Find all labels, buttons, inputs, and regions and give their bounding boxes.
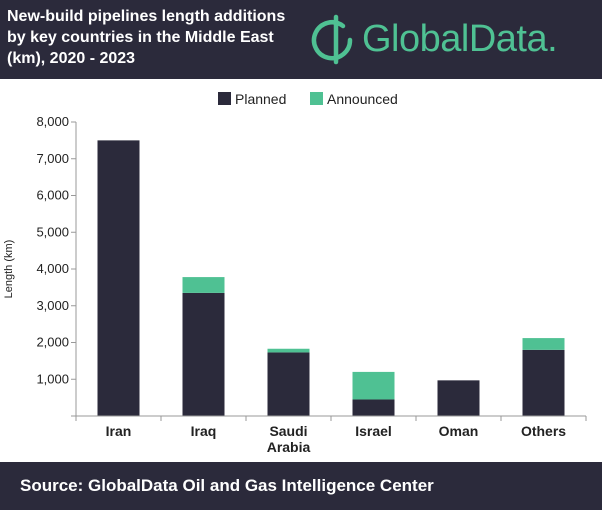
bar-planned-others xyxy=(522,349,565,416)
y-tick-label: 2,000 xyxy=(36,335,69,350)
legend-label-announced: Announced xyxy=(327,91,398,107)
x-tick-label: Oman xyxy=(439,423,479,439)
globaldata-logo: GlobalData. xyxy=(310,12,595,70)
bar-planned-iran xyxy=(97,140,140,416)
y-tick-label: 7,000 xyxy=(36,151,69,166)
legend-label-planned: Planned xyxy=(235,91,286,107)
bar-planned-israel xyxy=(352,399,395,416)
chart-legend: Planned Announced xyxy=(218,91,398,107)
y-tick-label: 1,000 xyxy=(36,371,69,386)
bar-planned-saudi-arabia xyxy=(267,352,310,416)
y-axis-title: Length (km) xyxy=(3,240,15,299)
chart-title: New-build pipelines length additions by … xyxy=(7,6,307,69)
y-tick-label: 5,000 xyxy=(36,224,69,239)
x-tick-label: Israel xyxy=(355,423,392,439)
bar-announced-iraq xyxy=(182,277,225,293)
globaldata-logo-text: GlobalData. xyxy=(362,18,558,60)
x-tick-label: Arabia xyxy=(267,439,311,455)
bar-announced-saudi-arabia xyxy=(267,348,310,353)
x-tick-label: Iraq xyxy=(191,423,217,439)
x-tick-label: Others xyxy=(521,423,566,439)
x-tick-label: Iran xyxy=(106,423,132,439)
y-tick-label: 4,000 xyxy=(36,261,69,276)
stacked-bar-chart: Planned Announced 1,000 2,000 3,000 4,000 5,0… xyxy=(3,91,587,455)
chart-title-line-3: (km), 2020 - 2023 xyxy=(7,50,136,67)
legend-swatch-announced xyxy=(310,92,323,105)
globaldata-logo-icon xyxy=(311,14,353,65)
y-tick-label: 6,000 xyxy=(36,188,69,203)
bar-announced-others xyxy=(522,338,565,350)
bar-planned-oman xyxy=(437,380,480,416)
bar-announced-israel xyxy=(352,371,395,400)
y-tick-label: 8,000 xyxy=(36,114,69,129)
chart-title-line-1: New-build pipelines length additions xyxy=(7,8,286,25)
x-tick-label: Saudi xyxy=(269,423,307,439)
bars-group xyxy=(97,140,565,416)
legend-swatch-planned xyxy=(218,92,231,105)
y-axis: 1,000 2,000 3,000 4,000 5,000 6,000 7,000 8,000… xyxy=(3,114,77,417)
header-banner: New-build pipelines length additions by … xyxy=(0,0,602,79)
source-note: Source: GlobalData Oil and Gas Intellige… xyxy=(20,476,434,495)
chart-title-line-2: by key countries in the Middle East xyxy=(7,29,274,46)
bar-planned-iraq xyxy=(182,292,225,416)
footer-banner: Source: GlobalData Oil and Gas Intellige… xyxy=(0,462,602,510)
y-tick-label: 3,000 xyxy=(36,298,69,313)
